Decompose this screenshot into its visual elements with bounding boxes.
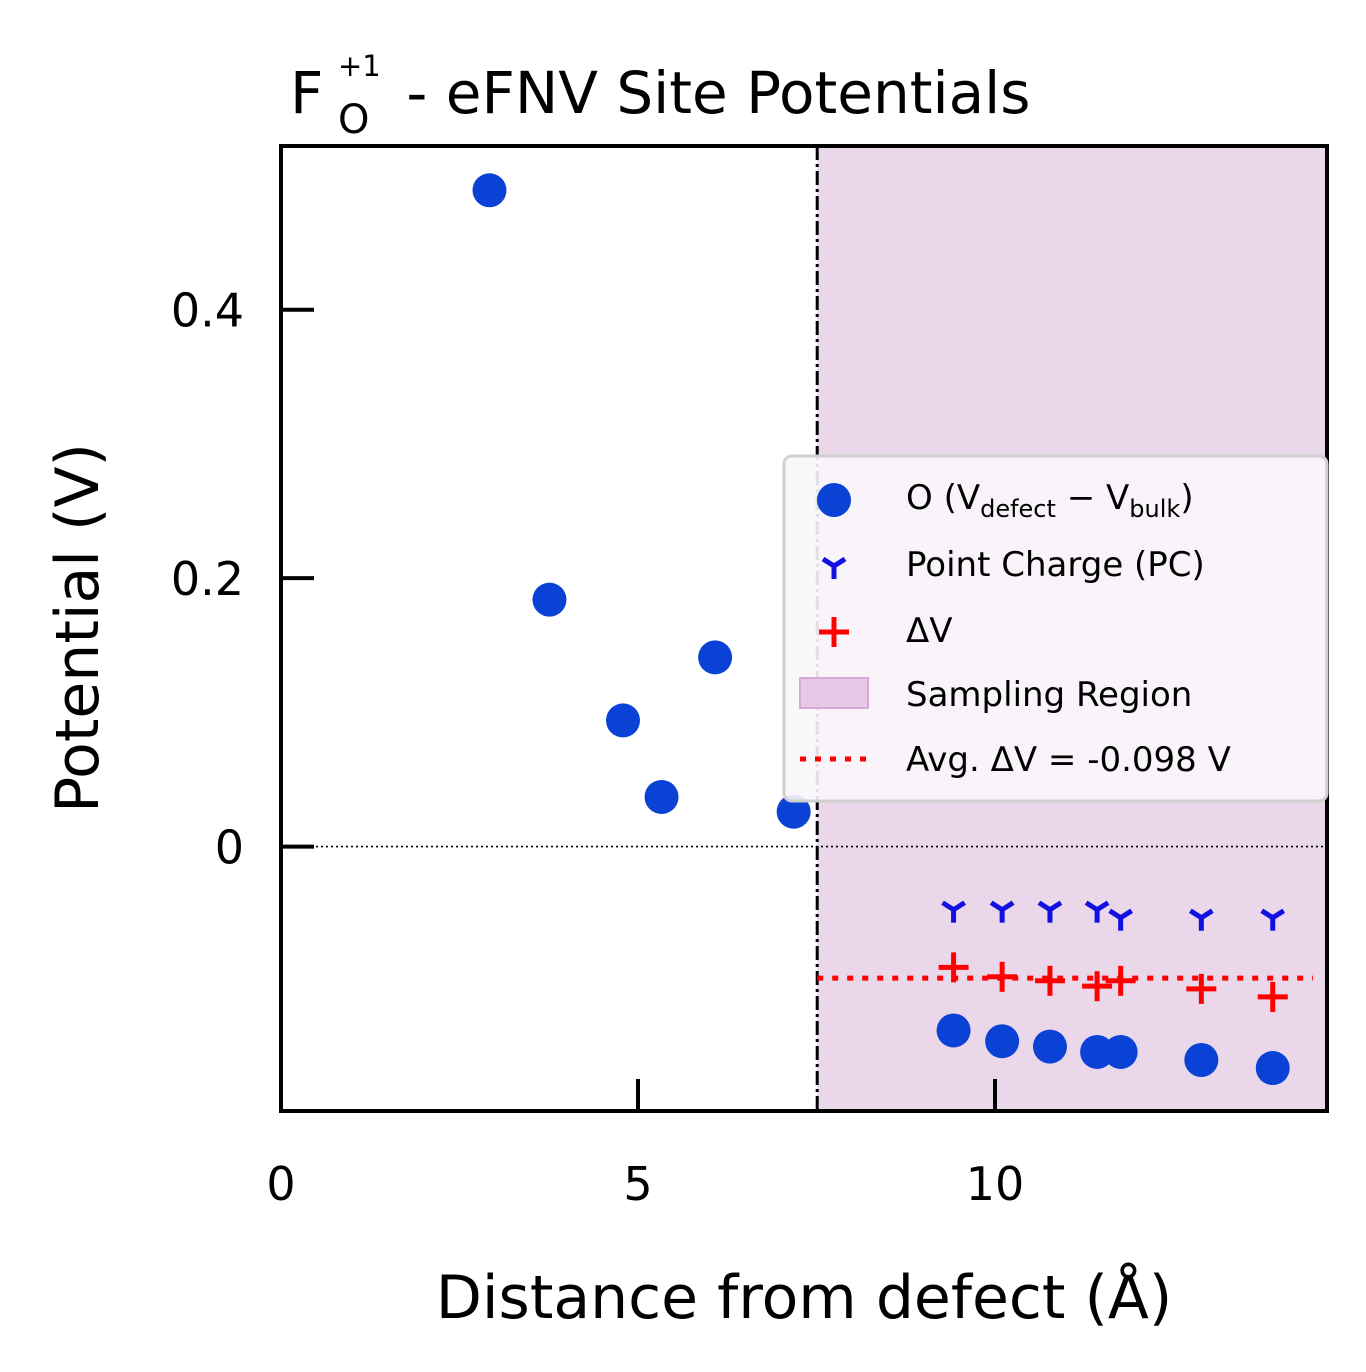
data-point-pc: [1188, 908, 1214, 931]
data-point-pc: [1037, 900, 1063, 923]
legend-o-sub1: defect: [980, 495, 1056, 523]
data-marks: [472, 173, 1290, 1086]
y-tick-label: 0.2: [171, 552, 244, 606]
y-tick-label: 0: [215, 821, 244, 875]
x-axis-label: Distance from defect (Å): [436, 1262, 1173, 1333]
data-point-o: [472, 173, 507, 208]
data-point-dv: [1034, 965, 1065, 996]
y-axis: 0 0.2 0.4: [171, 284, 314, 875]
legend-label-sampling: Sampling Region: [906, 675, 1192, 715]
data-point-pc: [989, 900, 1015, 923]
data-point-dv: [1105, 965, 1136, 996]
data-point-o: [1080, 1034, 1115, 1069]
legend-circle-marker: [817, 483, 851, 517]
legend-box: [782, 454, 1329, 803]
data-point-o: [1103, 1034, 1138, 1069]
data-point-o: [936, 1013, 971, 1048]
y-axis-label: Potential (V): [43, 443, 113, 813]
x-tick-label: 0: [266, 1157, 295, 1211]
y-tick-label: 0.4: [171, 284, 244, 338]
title-letter: F: [290, 59, 323, 127]
data-point-pc: [1108, 908, 1133, 931]
data-point-o: [606, 703, 641, 738]
data-point-dv: [1082, 971, 1113, 1002]
x-axis: 0 5 10: [266, 1079, 1024, 1211]
data-point-pc: [941, 900, 966, 923]
data-point-o: [1032, 1029, 1067, 1064]
legend-o-base: O (V: [906, 478, 980, 518]
data-point-pc: [1260, 908, 1286, 931]
data-point-dv: [987, 961, 1018, 992]
legend-label-pc: Point Charge (PC): [906, 545, 1205, 585]
legend: O (Vdefect − Vbulk) Point Charge (PC) ΔV…: [782, 454, 1329, 803]
title-subscript: O: [338, 97, 369, 143]
data-point-pc: [1084, 900, 1110, 923]
data-point-o: [532, 582, 567, 617]
legend-label-avg: Avg. ΔV = -0.098 V: [906, 740, 1231, 780]
title-text: - eFNV Site Potentials: [388, 59, 1030, 127]
data-point-dv: [938, 952, 969, 983]
chart-title: F +1 O - eFNV Site Potentials: [290, 49, 1030, 143]
legend-plus-marker: [819, 617, 849, 647]
data-point-o: [1255, 1051, 1290, 1086]
legend-label-o: O (Vdefect − Vbulk): [906, 478, 1194, 523]
legend-o-end: ): [1180, 478, 1193, 518]
data-point-dv: [1257, 981, 1288, 1012]
legend-tri-marker: [821, 556, 847, 579]
data-point-o: [644, 779, 679, 814]
data-point-o: [776, 794, 811, 829]
title-superscript: +1: [338, 49, 381, 83]
legend-o-sub2: bulk: [1129, 495, 1180, 523]
data-point-o: [698, 640, 733, 675]
x-tick-label: 5: [623, 1157, 652, 1211]
data-point-dv: [1186, 973, 1217, 1004]
legend-o-mid: − V: [1056, 478, 1129, 518]
legend-label-dv: ΔV: [906, 611, 953, 651]
data-point-o: [1184, 1042, 1219, 1077]
x-tick-label: 10: [966, 1157, 1025, 1211]
data-point-o: [985, 1024, 1020, 1059]
legend-sampling-swatch: [799, 677, 869, 709]
